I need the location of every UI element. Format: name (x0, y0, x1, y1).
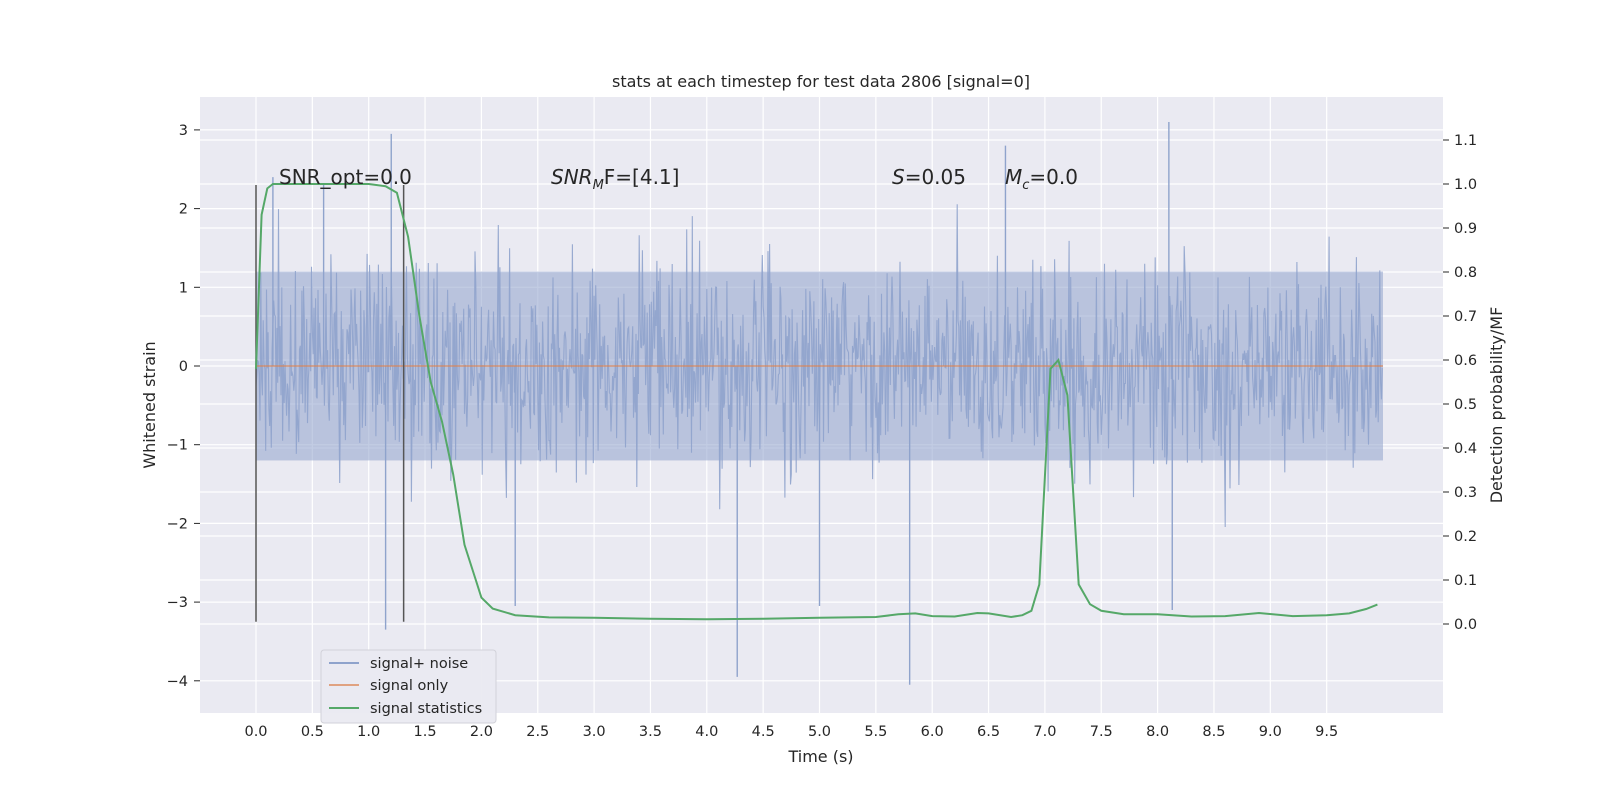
y2-tick-label: 0.8 (1454, 265, 1477, 281)
x-tick-label: 8.0 (1146, 724, 1169, 740)
x-tick-label: 7.0 (1033, 724, 1056, 740)
marker-lines (255, 184, 405, 622)
y-tick-label: 0 (179, 359, 188, 375)
legend-box (320, 649, 497, 724)
x-tick-label: 9.0 (1259, 724, 1282, 740)
x-tick-label: 7.5 (1090, 724, 1113, 740)
annotation-snr-mf: SNRMF=[4.1] (551, 165, 679, 193)
y-tick-label: −3 (167, 595, 188, 611)
x-tick-label: 3.0 (583, 724, 606, 740)
y-tick-label: 1 (179, 280, 188, 296)
signal-statistics-series (255, 183, 1378, 621)
y-tick-label: −2 (167, 516, 188, 532)
x-tick-label: 9.5 (1315, 724, 1338, 740)
y2-tick-label: 0.9 (1454, 221, 1477, 237)
x-tick-label: 3.5 (639, 724, 662, 740)
x-tick-label: 8.5 (1202, 724, 1225, 740)
x-tick-label: 0.5 (301, 724, 324, 740)
y2-tick-label: 0.4 (1454, 441, 1477, 457)
y2-tick-label: 0.1 (1454, 573, 1477, 589)
x-tick-label: 6.0 (921, 724, 944, 740)
x-tick-label: 1.0 (357, 724, 380, 740)
x-axis-ticks: 0.0 0.5 1.0 1.5 2.0 2.5 3.0 3.5 4.0 4.5 5.0 5.5 6.0 6… (244, 724, 1338, 740)
y2-axis-ticks: 1.1 1.0 0.9 0.8 0.7 0.6 0.5 0.4 0.3 0.2 0.1 0.0 (1443, 133, 1477, 633)
y2-tick-label: 1.0 (1454, 177, 1477, 193)
y-axis-ticks: 3 2 1 0 −1 −2 −3 −4 (167, 123, 200, 690)
y2-tick-label: 0.0 (1454, 617, 1477, 633)
y2-tick-label: 1.1 (1454, 133, 1477, 149)
y-tick-label: −4 (167, 674, 188, 690)
y-tick-label: 3 (179, 123, 188, 139)
y-tick-label: −1 (167, 438, 188, 454)
x-tick-label: 2.5 (526, 724, 549, 740)
x-axis-label: Time (s) (787, 747, 853, 766)
x-tick-label: 0.0 (244, 724, 267, 740)
y2-tick-label: 0.3 (1454, 485, 1477, 501)
chart-title: stats at each timestep for test data 280… (612, 72, 1030, 91)
x-tick-label: 4.5 (752, 724, 775, 740)
y-tick-label: 2 (179, 202, 188, 218)
x-tick-label: 6.5 (977, 724, 1000, 740)
y2-tick-label: 0.2 (1454, 529, 1477, 545)
legend-label-stats: signal statistics (370, 701, 482, 717)
legend-label-signal: signal only (370, 678, 449, 694)
y2-axis-label: Detection probability/MF (1487, 307, 1506, 504)
annotation-s-stat: S=0.05 (892, 165, 966, 189)
y2-tick-label: 0.5 (1454, 397, 1477, 413)
x-tick-label: 5.5 (864, 724, 887, 740)
x-tick-label: 5.0 (808, 724, 831, 740)
x-tick-label: 2.0 (470, 724, 493, 740)
x-tick-label: 1.5 (414, 724, 437, 740)
legend-label-noise: signal+ noise (370, 656, 468, 672)
y-axis-label: Whitened strain (140, 341, 159, 468)
y2-tick-label: 0.7 (1454, 309, 1477, 325)
stat-line (255, 183, 1378, 621)
y2-tick-label: 0.6 (1454, 353, 1477, 369)
annotation-snr-opt: SNR_opt=0.0 (279, 165, 412, 189)
legend: signal+ noise signal only signal statist… (320, 649, 497, 724)
x-tick-label: 4.0 (695, 724, 718, 740)
annotation-mc: Mc=0.0 (1005, 165, 1078, 193)
